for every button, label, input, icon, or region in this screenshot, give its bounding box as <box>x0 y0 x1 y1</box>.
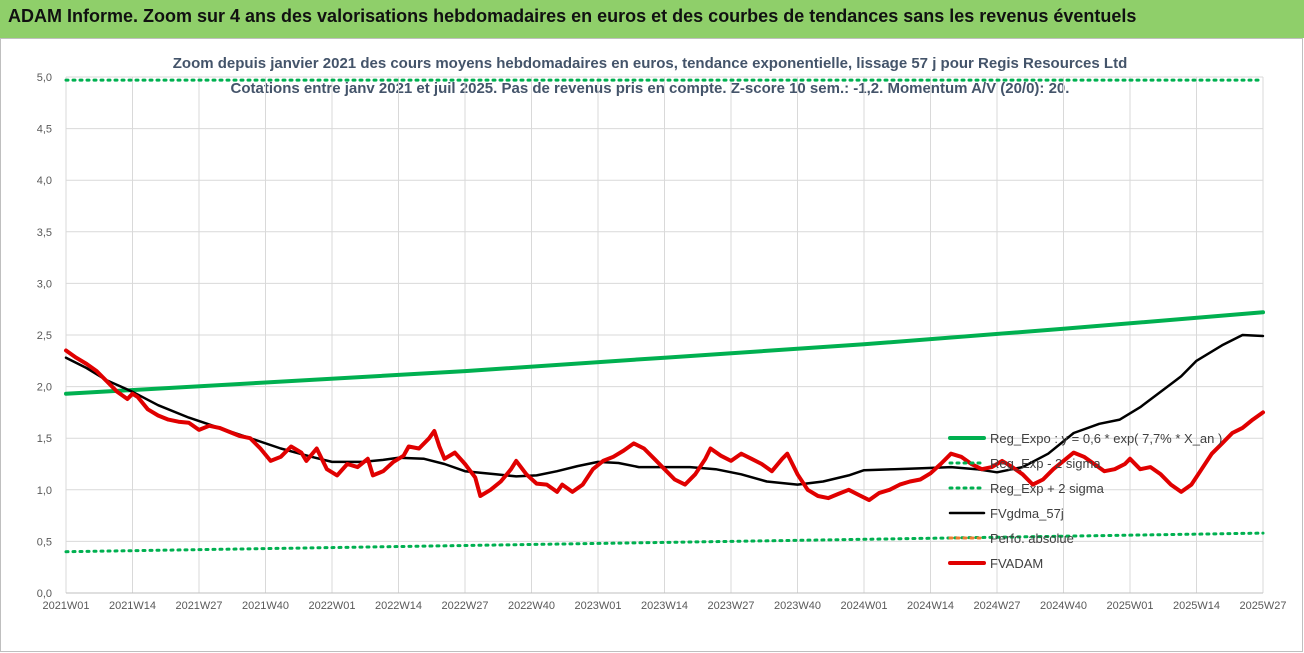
x-tick-label: 2024W01 <box>840 600 887 612</box>
y-tick-label: 3,5 <box>37 227 52 239</box>
x-tick-label: 2021W14 <box>109 600 156 612</box>
x-tick-label: 2023W40 <box>774 600 821 612</box>
y-tick-label: 0,5 <box>37 536 52 548</box>
legend-label: Reg_Exp + 2 sigma <box>990 481 1105 496</box>
fvadam-line <box>64 348 1265 503</box>
legend-label: Perfo. absolue <box>990 531 1074 546</box>
y-tick-label: 2,0 <box>37 382 52 394</box>
x-tick-label: 2021W40 <box>242 600 289 612</box>
y-tick-label: 0,0 <box>37 588 52 600</box>
x-tick-label: 2022W40 <box>508 600 555 612</box>
chart-frame <box>0 38 1303 652</box>
x-tick-label: 2023W01 <box>574 600 621 612</box>
legend-label: FVADAM <box>990 556 1043 571</box>
chart-title: Zoom depuis janvier 2021 des cours moyen… <box>173 55 1127 72</box>
y-tick-label: 4,0 <box>37 175 52 187</box>
x-tick-label: 2021W01 <box>42 600 89 612</box>
x-tick-label: 2025W27 <box>1239 600 1286 612</box>
reg-expo-line <box>64 310 1265 396</box>
y-tick-label: 1,5 <box>37 433 52 445</box>
x-tick-label: 2024W14 <box>907 600 954 612</box>
y-tick-label: 4,5 <box>37 124 52 136</box>
x-tick-label: 2022W01 <box>308 600 355 612</box>
x-tick-label: 2022W14 <box>375 600 422 612</box>
x-tick-label: 2023W14 <box>641 600 688 612</box>
y-tick-label: 1,0 <box>37 485 52 497</box>
legend-label: Reg_Expo : y = 0,6 * exp( 7,7% * X_an ) <box>990 431 1222 446</box>
x-tick-label: 2025W01 <box>1106 600 1153 612</box>
report-banner-title: ADAM Informe. Zoom sur 4 ans des valoris… <box>0 0 1304 38</box>
chart-subtitle: Cotations entre janv 2021 et juil 2025. … <box>231 80 1070 97</box>
x-tick-label: 2024W27 <box>973 600 1020 612</box>
y-tick-label: 3,0 <box>37 278 52 290</box>
x-tick-label: 2022W27 <box>441 600 488 612</box>
y-tick-label: 2,5 <box>37 330 52 342</box>
x-tick-label: 2024W40 <box>1040 600 1087 612</box>
legend-label: Reg_Exp - 2 sigma <box>990 456 1101 471</box>
legend-label: FVgdma_57j <box>990 506 1064 521</box>
x-tick-label: 2023W27 <box>707 600 754 612</box>
y-tick-label: 5,0 <box>37 72 52 84</box>
x-tick-label: 2025W14 <box>1173 600 1220 612</box>
x-tick-label: 2021W27 <box>175 600 222 612</box>
